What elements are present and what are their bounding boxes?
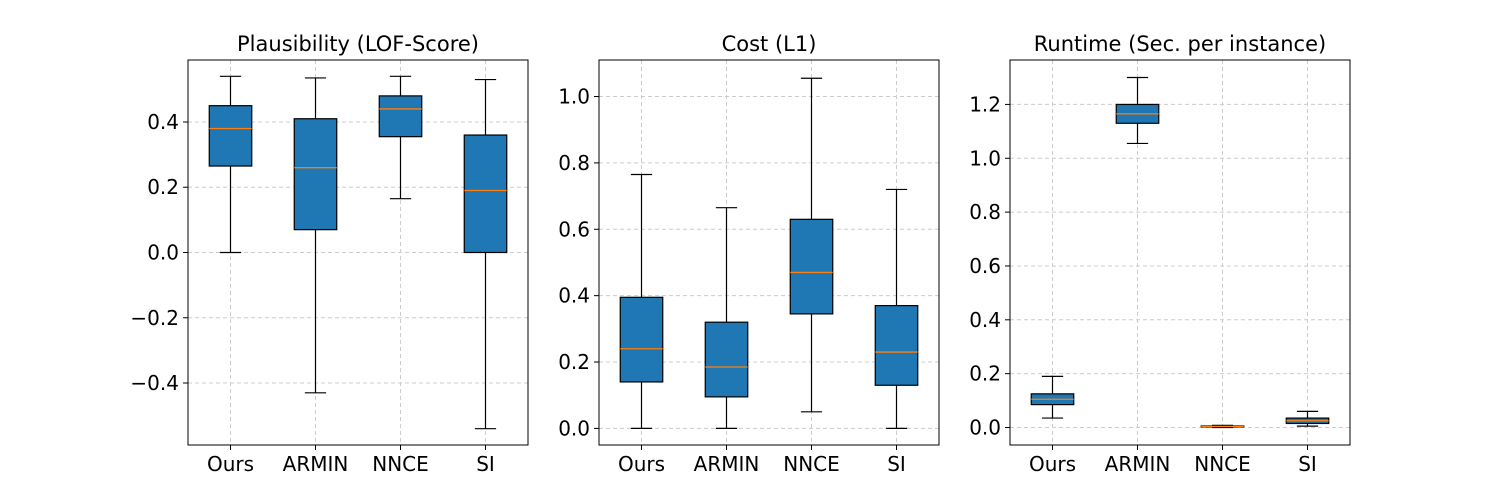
box-ours	[619, 173, 664, 430]
y-tick-label: 0.6	[969, 254, 1001, 278]
box-nnce	[789, 77, 834, 413]
x-tick-label: SI	[1298, 452, 1317, 476]
box-armin	[704, 207, 749, 430]
panel-cost: 0.0 0.2 0.4 0.6 0.8 1.0 Ours ARMIN NNCE SI Cost (L…	[558, 32, 940, 476]
x-tick-label: Ours	[618, 452, 665, 476]
y-tick-label: 0.6	[558, 217, 590, 241]
box-iqr	[293, 118, 338, 231]
y-tick-label: 0.2	[969, 362, 1001, 386]
panel-plausibility: −0.4 −0.2 0.0 0.2 0.4 Ours ARMIN NNCE SI Plausibi…	[130, 32, 529, 476]
box-iqr	[789, 218, 834, 315]
chart-title: Plausibility (LOF-Score)	[237, 32, 479, 56]
y-tick-label: 0.2	[147, 175, 179, 199]
panel-runtime: 0.0 0.2 0.4 0.6 0.8 1.0 1.2 Ours ARMIN NNCE SI Runt…	[969, 32, 1351, 476]
box-nnce	[378, 75, 423, 200]
box-iqr	[208, 105, 253, 167]
x-tick-label: ARMIN	[283, 452, 349, 476]
y-tick-label: 0.0	[147, 241, 179, 265]
box-ours	[1030, 375, 1075, 419]
x-tick-label: NNCE	[372, 452, 429, 476]
y-tick-label: 1.0	[558, 85, 590, 109]
box-ours	[208, 75, 253, 254]
y-tick-label: −0.4	[130, 371, 179, 395]
y-tick-label: 0.0	[558, 416, 590, 440]
box-iqr	[378, 95, 423, 138]
x-tick-label: ARMIN	[1105, 452, 1171, 476]
y-tick-label: 0.2	[558, 350, 590, 374]
axes-frame	[598, 59, 940, 446]
x-tick-label: SI	[887, 452, 906, 476]
y-tick-label: −0.2	[130, 306, 179, 330]
chart-title: Runtime (Sec. per instance)	[1034, 32, 1326, 56]
box-si	[874, 188, 919, 430]
x-tick-label: NNCE	[783, 452, 840, 476]
box-armin	[293, 77, 338, 394]
axes-frame	[1009, 59, 1351, 446]
box-iqr	[619, 296, 664, 383]
x-tick-label: SI	[476, 452, 495, 476]
box-iqr	[463, 134, 508, 254]
box-armin	[1115, 76, 1160, 145]
box-si	[463, 78, 508, 430]
box-si	[1285, 410, 1330, 427]
box-iqr	[704, 321, 749, 398]
y-tick-label: 0.8	[969, 200, 1001, 224]
x-tick-label: Ours	[207, 452, 254, 476]
x-tick-label: Ours	[1029, 452, 1076, 476]
y-tick-label: 1.2	[969, 92, 1001, 116]
y-tick-label: 0.8	[558, 151, 590, 175]
y-tick-label: 1.0	[969, 146, 1001, 170]
y-tick-label: 0.4	[558, 284, 590, 308]
y-tick-label: 0.4	[969, 308, 1001, 332]
chart-title: Cost (L1)	[722, 32, 817, 56]
x-tick-label: NNCE	[1194, 452, 1251, 476]
box-nnce	[1200, 424, 1245, 429]
x-tick-label: ARMIN	[694, 452, 760, 476]
box-iqr	[874, 305, 919, 386]
y-tick-label: 0.4	[147, 110, 179, 134]
y-tick-label: 0.0	[969, 416, 1001, 440]
